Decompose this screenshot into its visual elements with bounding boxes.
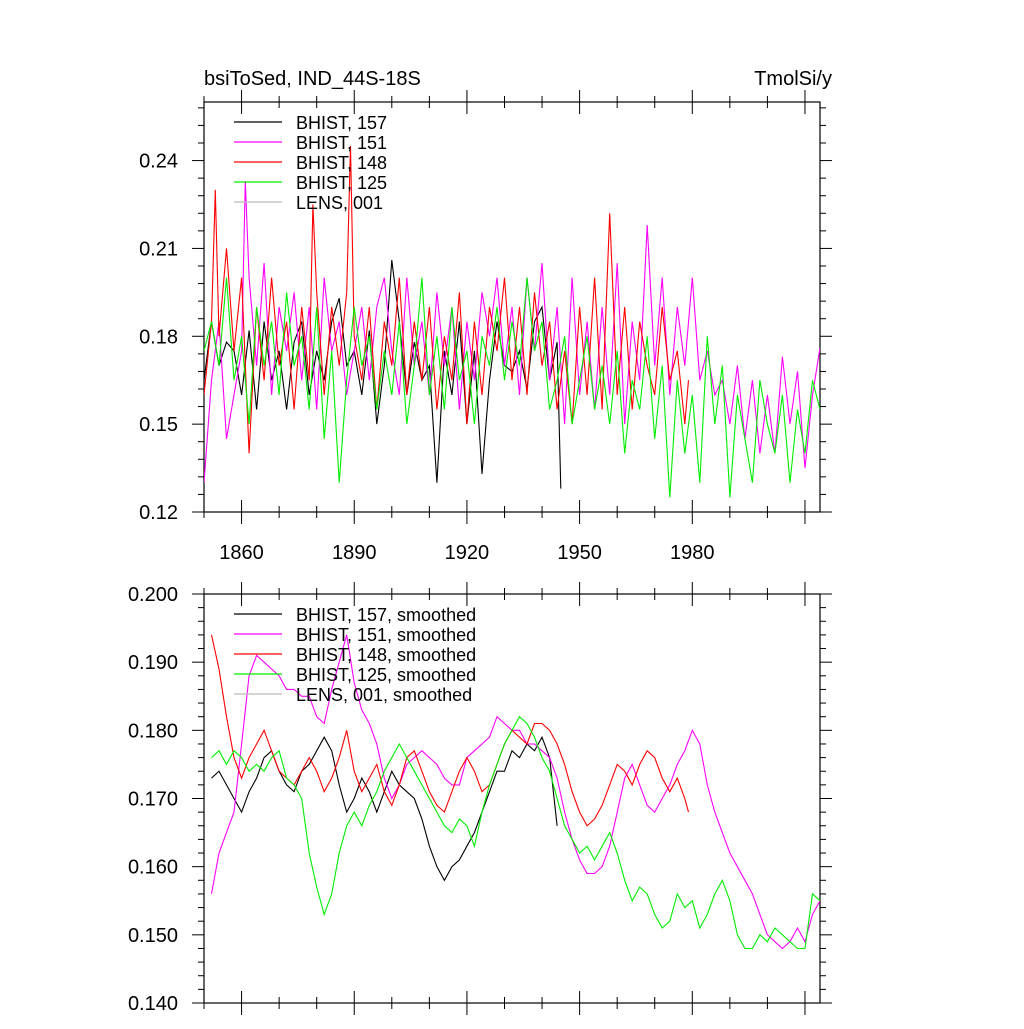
chart-title-left: bsiToSed, IND_44S-18S <box>204 68 421 90</box>
legend-label: BHIST, 157 <box>296 113 387 133</box>
y-tick-label: 0.160 <box>128 857 178 879</box>
top-panel: 1860 1890 1920 1950 1980 0.12 0.15 0.18 0.21 0.24… <box>139 90 832 564</box>
x-tick-label: 1920 <box>445 542 490 564</box>
x-tick-label: 1980 <box>670 542 715 564</box>
y-tick-label: 0.21 <box>139 238 178 260</box>
x-tick-label: 1860 <box>219 542 264 564</box>
y-tick-label: 0.140 <box>128 993 178 1015</box>
legend-label: BHIST, 125 <box>296 173 387 193</box>
y-tick-label: 0.190 <box>128 652 178 674</box>
y-tick-label: 0.18 <box>139 326 178 348</box>
legend-label: BHIST, 157, smoothed <box>296 605 476 625</box>
y-tick-label: 0.15 <box>139 414 178 436</box>
legend-label: BHIST, 151, smoothed <box>296 625 476 645</box>
x-tick-label: 1890 <box>332 542 377 564</box>
y-tick-label: 0.150 <box>128 925 178 947</box>
series-line <box>211 715 820 950</box>
legend-label: BHIST, 125, smoothed <box>296 665 476 685</box>
legend-label: BHIST, 148, smoothed <box>296 645 476 665</box>
series-line <box>211 735 558 882</box>
y-tick-label: 0.24 <box>139 151 178 173</box>
y-tick-label: 0.12 <box>139 502 178 524</box>
y-tick-label: 0.180 <box>128 720 178 742</box>
legend-label: LENS, 001 <box>296 193 383 213</box>
legend-label: BHIST, 148 <box>296 153 387 173</box>
series-line <box>210 634 820 950</box>
series-line <box>204 260 562 489</box>
legend-label: LENS, 001, smoothed <box>296 685 472 705</box>
y-tick-label: 0.170 <box>128 789 178 811</box>
bottom-panel: 0.140 0.150 0.160 0.170 0.180 0.190 0.200 BHIST… <box>128 582 832 1015</box>
legend-label: BHIST, 151 <box>296 133 387 153</box>
plot-frame <box>203 101 821 513</box>
series-line <box>204 181 820 483</box>
y-tick-label: 0.200 <box>128 584 178 606</box>
series-line <box>204 277 820 498</box>
chart-title-right: TmolSi/y <box>754 68 832 90</box>
series-line <box>204 145 690 454</box>
x-tick-label: 1950 <box>557 542 602 564</box>
